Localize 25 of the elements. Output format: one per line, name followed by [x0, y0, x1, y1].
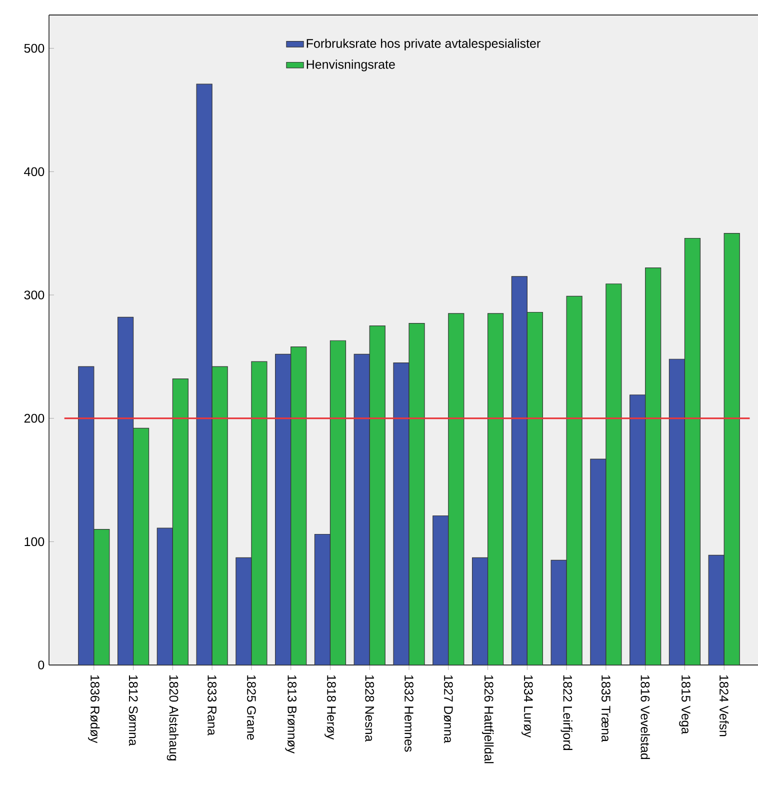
x-tick-label: 1816 Vevelstad [640, 675, 650, 760]
x-tick-label: 1832 Hemnes [404, 675, 414, 752]
x-tick-label: 1820 Alstahaug [166, 675, 178, 760]
y-tick-label: 0 [38, 660, 44, 670]
x-tick-label: 1813 Brønnøy [284, 675, 296, 754]
x-tick-label: 1818 Herøy [324, 675, 336, 740]
x-tick-label: 1828 Nesna [364, 675, 374, 742]
y-tick-label: 100 [24, 537, 44, 546]
y-tick-label: 300 [24, 290, 44, 300]
x-tick-label: 1825 Grane [246, 675, 256, 740]
x-tick-label: 1827 Dønna [444, 675, 453, 744]
x-tick-label: 1812 Sømna [128, 675, 138, 746]
legend-label: Forbruksrate hos private avtalespesialister [306, 38, 540, 50]
x-tick-label: 1822 Leirfjord [560, 675, 572, 750]
x-tick-label: 1833 Rana [207, 675, 216, 736]
x-tick-label: 1835 Træna [601, 675, 610, 742]
legend-label: Henvisningsrate [306, 60, 395, 72]
x-tick-label: 1824 Vefsn [719, 675, 728, 736]
x-tick-label: 1826 Hattfjelldal [482, 675, 494, 764]
x-tick-label: 1815 Vega [678, 675, 690, 734]
y-tick-label: 400 [24, 167, 44, 176]
y-tick-label: 500 [24, 44, 44, 53]
x-tick-label: 1834 Lurøy [521, 675, 533, 738]
y-tick-label: 200 [24, 414, 44, 423]
x-tick-label: 1836 Rødøy [88, 675, 100, 744]
